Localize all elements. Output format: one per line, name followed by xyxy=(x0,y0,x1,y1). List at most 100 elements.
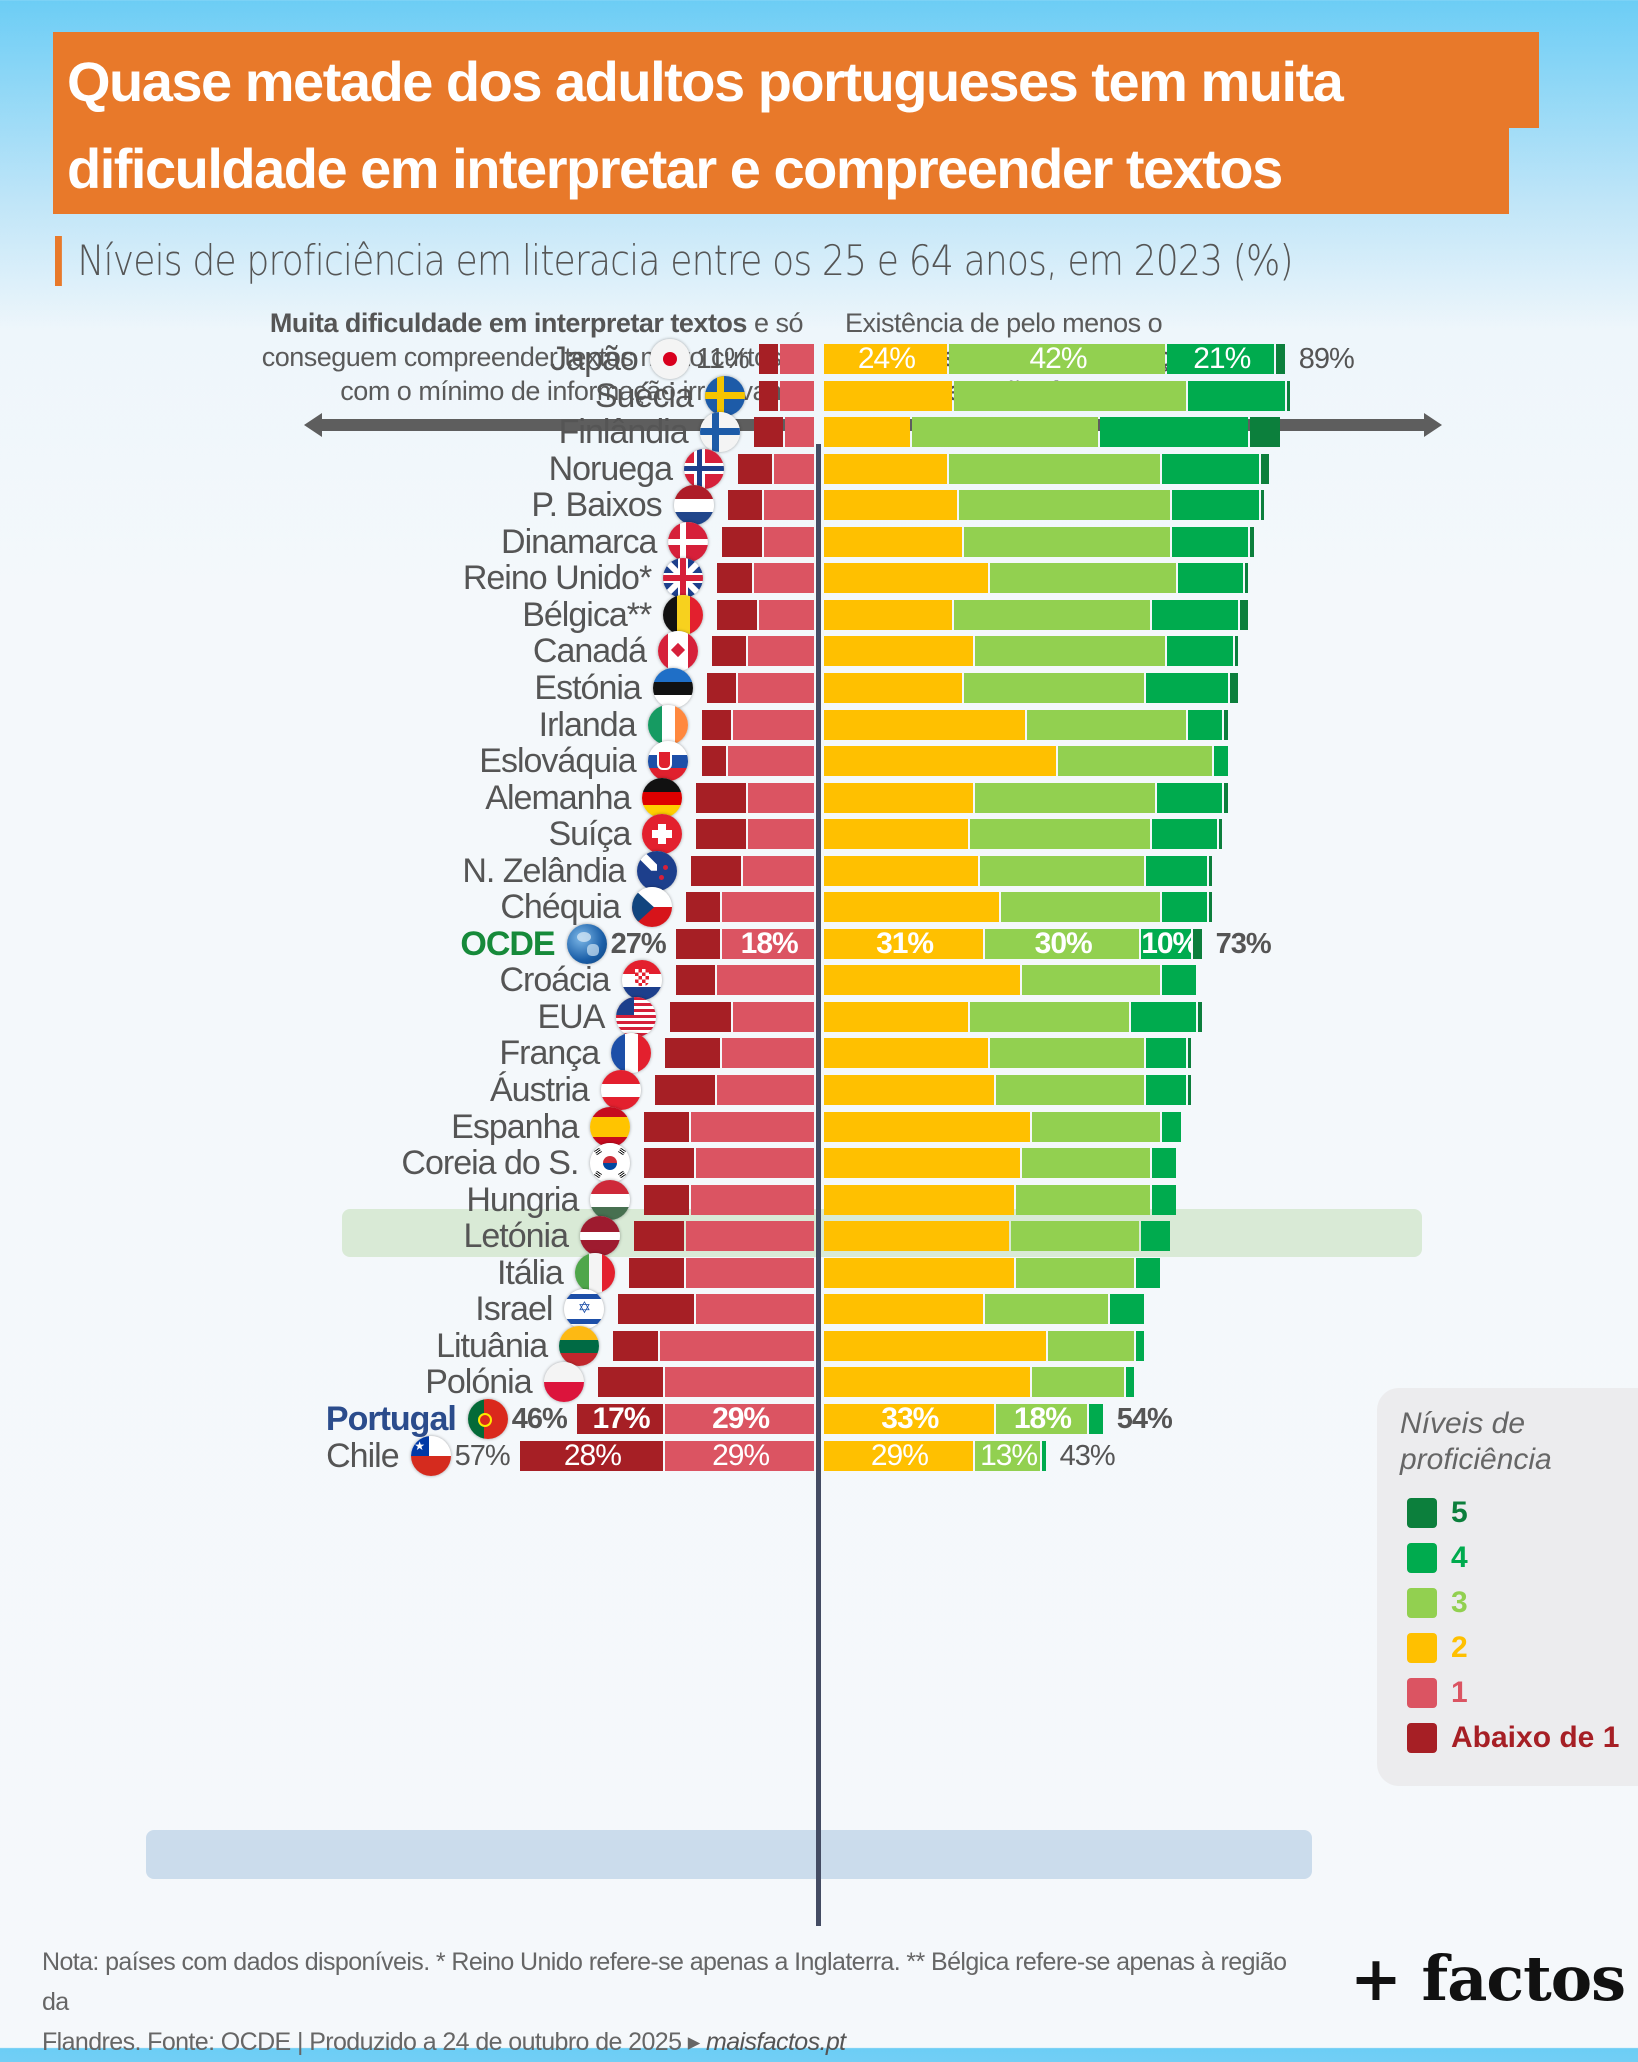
flag-icon-belgica xyxy=(663,594,704,635)
bar-segment-franca-l3 xyxy=(990,1038,1145,1069)
left-annotation-bold: Muita dificuldade em interpretar textos xyxy=(269,308,748,338)
bar-segment-austria-l5 xyxy=(1188,1075,1192,1105)
bar-label-ocde-l1: 18% xyxy=(740,926,799,960)
bar-segment-polonia-l4 xyxy=(1125,1367,1134,1398)
bar-segment-dinamarca-l1 xyxy=(764,526,814,557)
footer-site-link[interactable]: maisfactos.pt xyxy=(706,2028,846,2056)
bar-segment-eua-below1 xyxy=(670,1001,731,1032)
bar-segment-reino-unido-l5 xyxy=(1245,563,1249,594)
bar-segment-dinamarca-l4 xyxy=(1172,526,1249,557)
bar-segment-ocde-l1 xyxy=(722,928,814,959)
bar-segment-reino-unido-l1 xyxy=(753,563,814,594)
bar-segment-croacia-l1 xyxy=(717,965,814,996)
bar-segment-ocde-l4 xyxy=(1141,928,1192,959)
bar-segment-lituania-l3 xyxy=(1047,1330,1134,1361)
bar-segment-irlanda-l3 xyxy=(1026,709,1186,740)
bar-segment-noruega-below1 xyxy=(738,453,773,484)
subtitle: Níveis de proficiência em literacia entr… xyxy=(55,236,1294,286)
bar-segment-japao-l5 xyxy=(1276,344,1285,374)
country-label-austria: Áustria xyxy=(489,1071,590,1109)
bar-segment-suica-l5 xyxy=(1219,819,1223,850)
bar-segment-eua-l1 xyxy=(732,1001,814,1032)
bar-segment-reino-unido-l4 xyxy=(1177,563,1244,594)
bar-label-chile-l1: 29% xyxy=(712,1438,770,1472)
bar-segment-japao-below1 xyxy=(758,344,778,374)
legend-label: 4 xyxy=(1451,1541,1468,1574)
bar-segment-japao-l3 xyxy=(948,344,1166,374)
bar-segment-ocde-l2 xyxy=(824,928,984,959)
bar-segment-polonia-l1 xyxy=(665,1367,814,1398)
bar-segment-reino-unido-below1 xyxy=(717,563,752,594)
right-total-ocde: 73% xyxy=(1215,927,1272,960)
country-label-finlandia: Finlândia xyxy=(558,413,689,452)
bar-segment-croacia-l3 xyxy=(1021,965,1160,996)
legend-swatch xyxy=(1407,1633,1437,1663)
bar-segment-coreia-do-s-below1 xyxy=(644,1148,695,1179)
bar-segment-italia-l3 xyxy=(1016,1257,1134,1288)
flag-icon-lituania xyxy=(559,1325,600,1366)
right-annotation-line1: Existência de pelo menos o xyxy=(845,308,1163,338)
bar-label-portugal-below1: 17% xyxy=(592,1401,650,1435)
country-label-n-zelandia: N. Zelândia xyxy=(462,851,626,890)
country-label-italia: Itália xyxy=(496,1253,564,1292)
flag-icon-canada xyxy=(658,631,698,672)
bar-segment-chequia-l3 xyxy=(1000,892,1160,923)
flag-icon-italia xyxy=(574,1252,615,1293)
bar-segment-belgica-below1 xyxy=(717,599,757,630)
bar-segment-finlandia-l4 xyxy=(1099,417,1249,448)
bar-segment-chequia-l5 xyxy=(1208,892,1212,923)
bar-segment-irlanda-l2 xyxy=(824,709,1025,740)
bar-segment-belgica-l2 xyxy=(824,599,952,630)
bar-segment-chile-l3 xyxy=(974,1440,1041,1471)
center-axis xyxy=(816,444,821,1926)
bar-segment-estonia-l1 xyxy=(738,672,814,703)
bar-segment-franca-l2 xyxy=(824,1038,989,1069)
bar-segment-espanha-l4 xyxy=(1162,1111,1181,1142)
bar-segment-reino-unido-l2 xyxy=(824,563,989,594)
bar-segment-canada-l3 xyxy=(974,636,1166,667)
bar-segment-canada-l1 xyxy=(748,636,814,667)
bar-label-chile-below1: 28% xyxy=(563,1438,622,1472)
bar-segment-estonia-l5 xyxy=(1229,672,1238,703)
flag-icon-ocde xyxy=(566,923,607,964)
flag-icon-franca xyxy=(611,1033,652,1074)
bar-segment-alemanha-l5 xyxy=(1224,782,1228,813)
bar-segment-alemanha-l3 xyxy=(974,782,1155,813)
legend-swatch xyxy=(1407,1588,1437,1618)
bar-label-ocde-l4: 10% xyxy=(1141,926,1199,960)
country-label-estonia: Estónia xyxy=(534,668,641,707)
bar-segment-suecia-below1 xyxy=(758,380,778,411)
bar-segment-eua-l4 xyxy=(1130,1001,1197,1032)
bar-segment-croacia-l4 xyxy=(1162,965,1197,996)
bar-segment-suica-l1 xyxy=(748,819,814,850)
bar-segment-estonia-l4 xyxy=(1146,672,1228,703)
right-arrow-head-icon xyxy=(1424,413,1442,437)
country-label-suica: Suíça xyxy=(548,815,631,854)
bar-segment-croacia-below1 xyxy=(675,965,716,996)
bar-segment-eua-l3 xyxy=(969,1001,1129,1032)
flag-icon-alemanha xyxy=(642,777,683,818)
bar-segment-japao-l2 xyxy=(824,344,947,374)
bar-segment-israel-l3 xyxy=(985,1294,1108,1325)
flag-icon-noruega xyxy=(684,448,724,489)
brand-logo: + factos xyxy=(1350,1942,1626,2015)
legend-title-line1: Níveis de xyxy=(1400,1407,1526,1440)
bar-label-portugal-l2: 33% xyxy=(881,1401,939,1435)
legend: Níveis de proficiência 5 4 3 2 1 Abaixo de 1 xyxy=(1377,1388,1638,1786)
flag-icon-coreia-do-s xyxy=(590,1143,631,1184)
bar-segment-chequia-l4 xyxy=(1162,892,1207,923)
country-label-ocde: OCDE xyxy=(460,924,555,963)
bar-label-chile-l2: 29% xyxy=(870,1438,929,1472)
flag-icon-suica xyxy=(642,814,683,855)
bar-segment-canada-l5 xyxy=(1234,636,1238,667)
bar-segment-suecia-l2 xyxy=(824,380,952,411)
bar-segment-franca-l4 xyxy=(1146,1038,1186,1069)
bar-segment-hungria-l4 xyxy=(1151,1184,1176,1215)
bar-segment-chequia-l1 xyxy=(722,892,814,923)
country-label-alemanha: Alemanha xyxy=(485,778,631,817)
bar-segment-austria-l2 xyxy=(824,1075,994,1105)
bar-segment-suica-l3 xyxy=(969,819,1150,850)
bar-segment-espanha-below1 xyxy=(644,1111,690,1142)
bar-segment-estonia-l2 xyxy=(824,672,963,703)
